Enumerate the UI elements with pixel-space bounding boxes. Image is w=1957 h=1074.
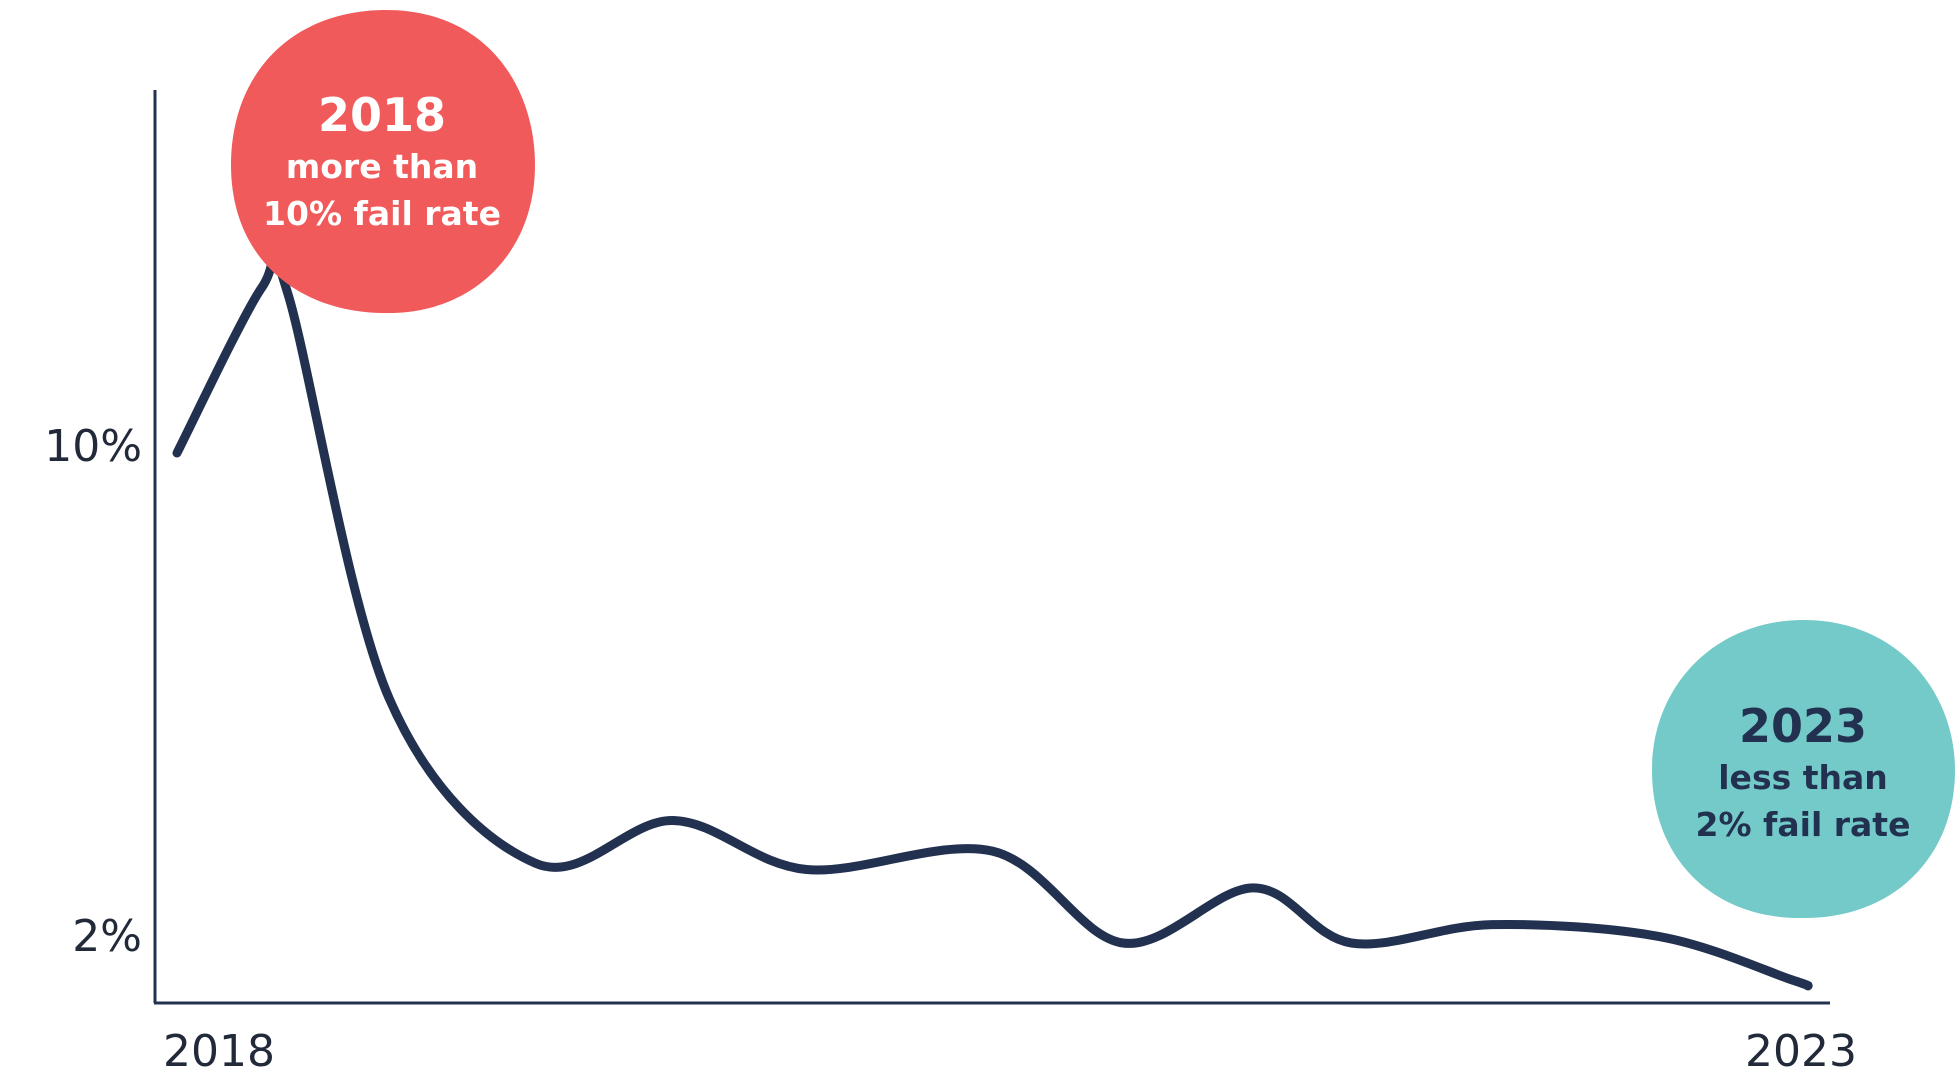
annotation-text-2023-line1: less than	[1718, 758, 1888, 797]
annotation-bubble-2018	[231, 9, 535, 314]
y-tick-label-2: 2%	[72, 911, 142, 962]
annotation-text-2023-line2: 2% fail rate	[1696, 805, 1911, 844]
series-line	[172, 249, 1813, 991]
annotation-2018: 2018 more than 10% fail rate	[231, 9, 535, 314]
annotation-year-2023: 2023	[1739, 699, 1867, 753]
annotation-year-2018: 2018	[318, 88, 446, 142]
axes	[153, 90, 1830, 1005]
y-tick-label-10: 10%	[44, 421, 142, 472]
annotation-bubble-2023	[1652, 619, 1955, 919]
annotation-2023: 2023 less than 2% fail rate	[1652, 619, 1955, 919]
x-tick-label-2023: 2023	[1745, 1026, 1857, 1074]
annotation-text-2018-line2: 10% fail rate	[263, 194, 501, 233]
annotation-text-2018-line1: more than	[286, 147, 478, 186]
x-tick-label-2018: 2018	[163, 1026, 275, 1074]
